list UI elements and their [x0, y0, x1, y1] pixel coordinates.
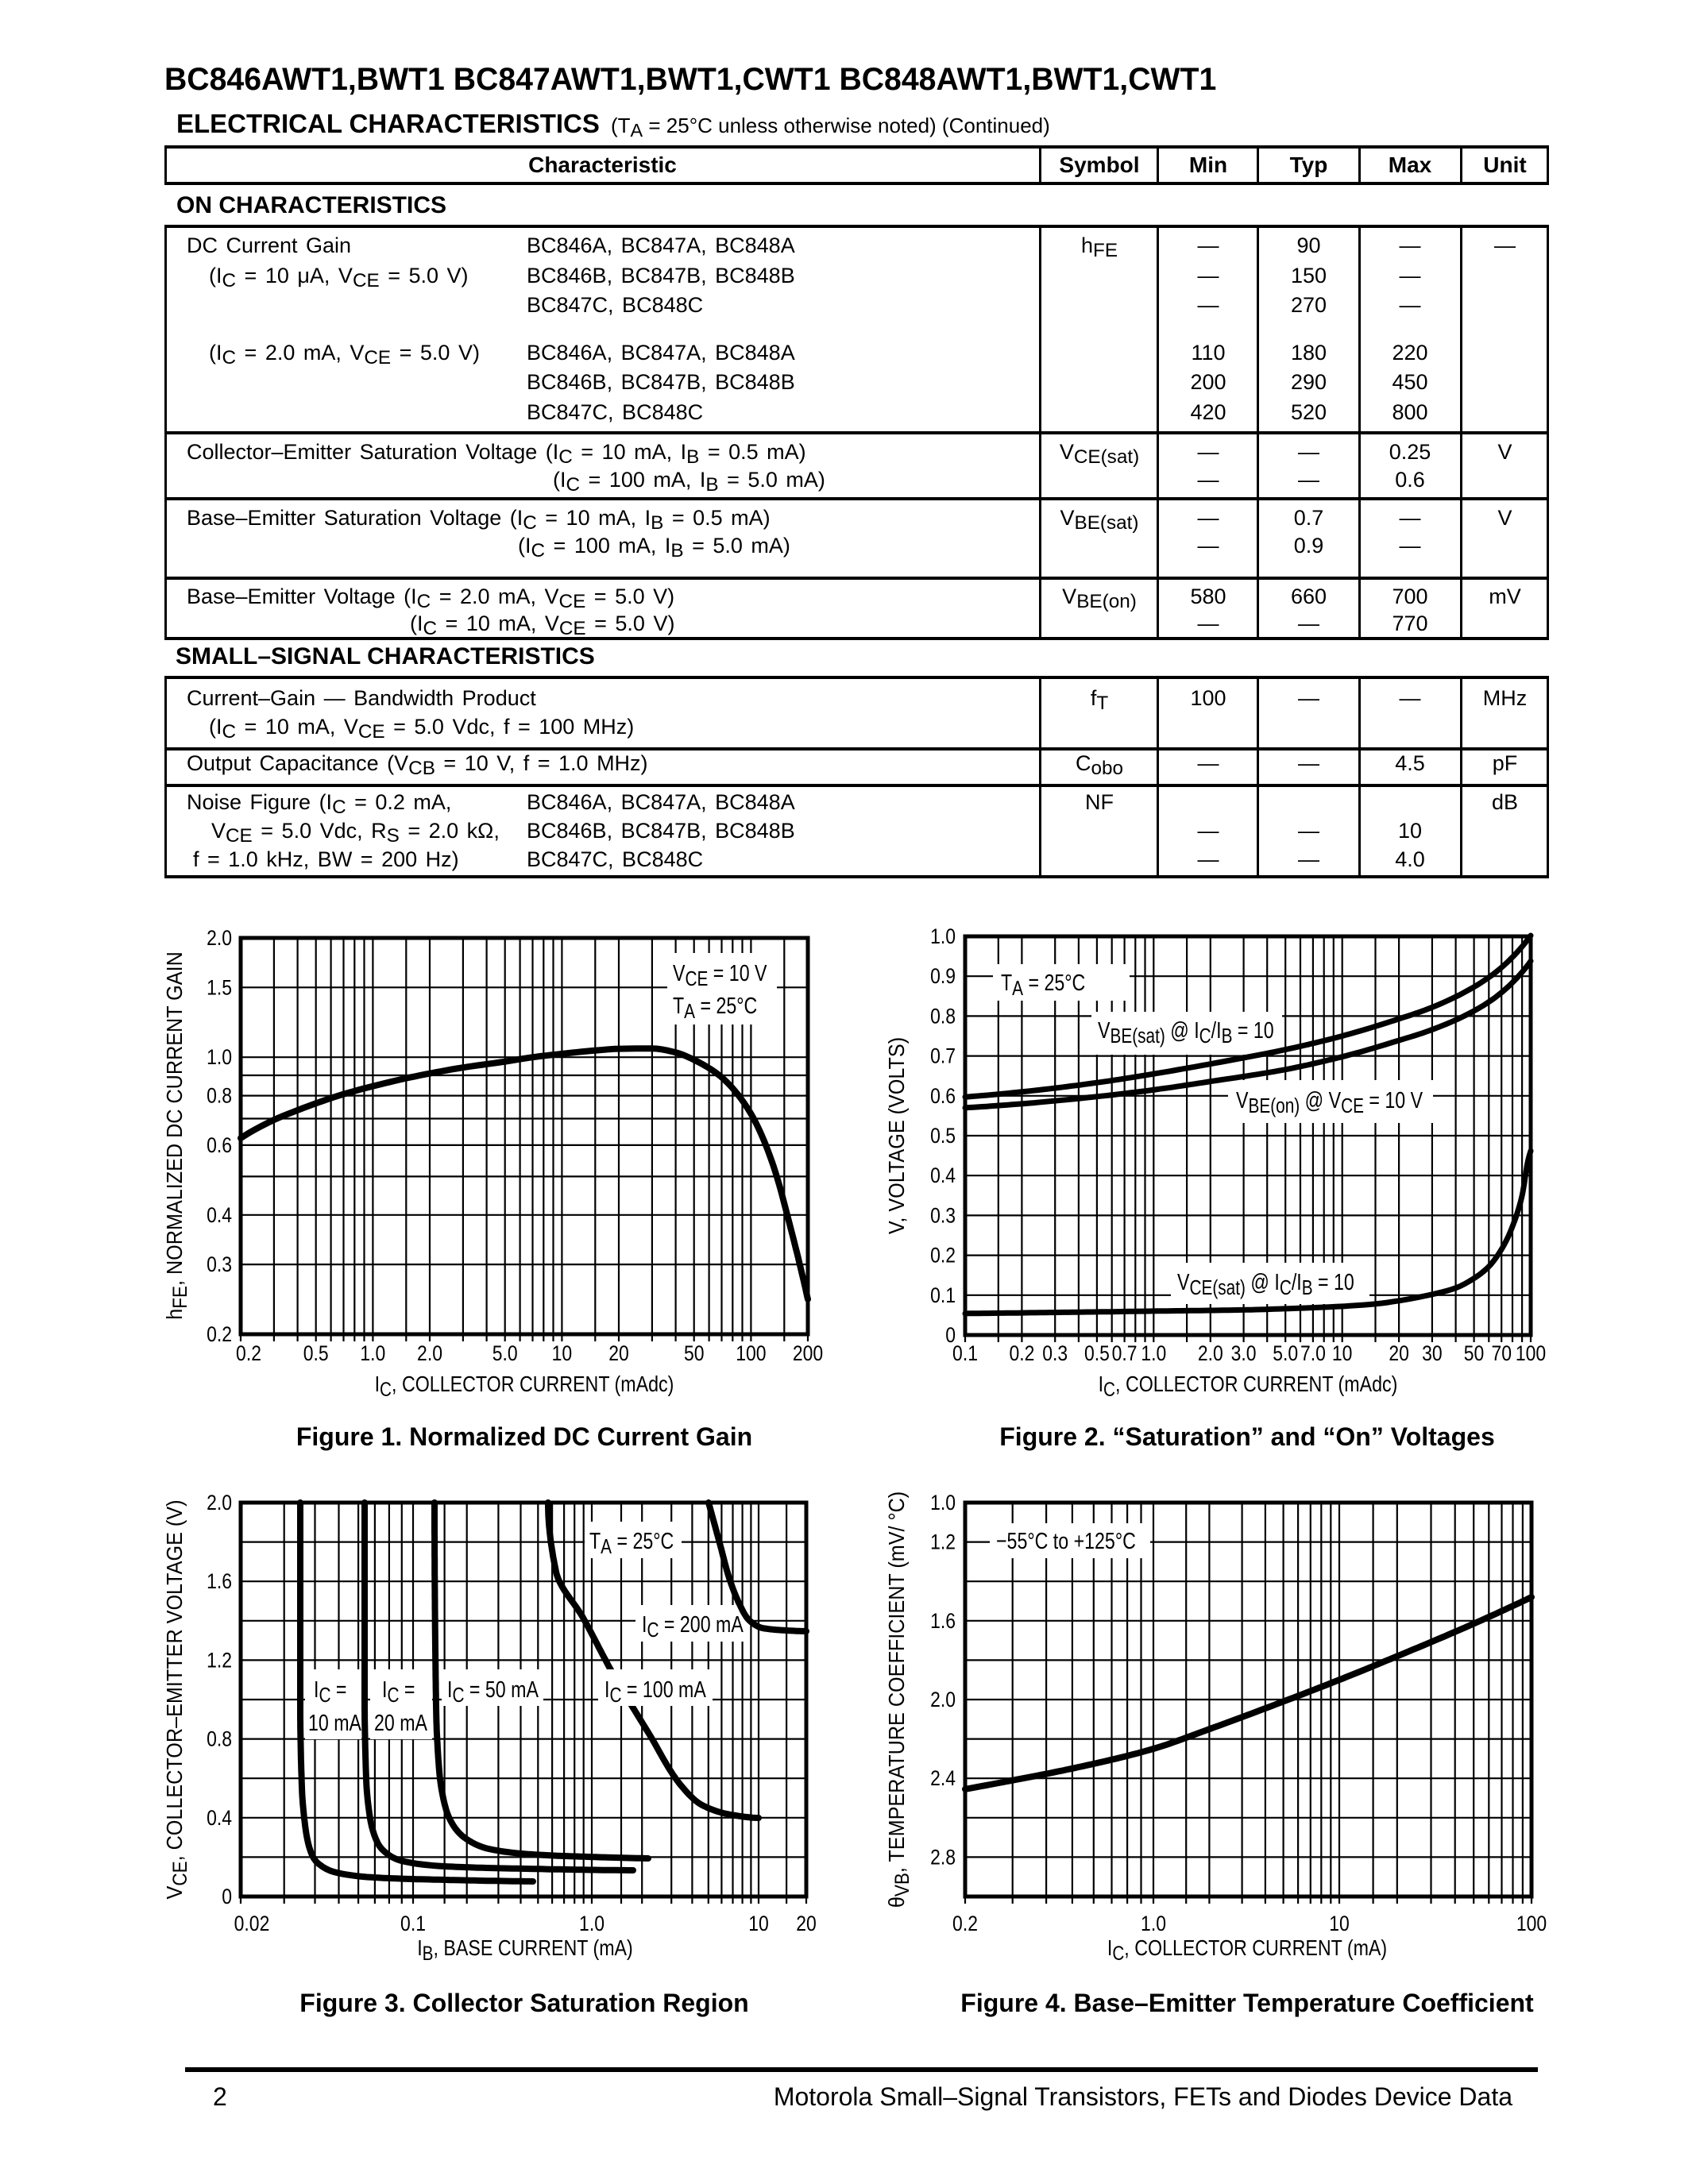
svg-text:0.2: 0.2 — [207, 1322, 232, 1346]
svg-text:20 mA: 20 mA — [374, 1709, 427, 1735]
svg-text:0.5: 0.5 — [930, 1124, 956, 1148]
svg-text:0.3: 0.3 — [1042, 1341, 1068, 1365]
svg-text:IC​, COLLECTOR CURRENT (mA): IC​, COLLECTOR CURRENT (mA) — [1107, 1936, 1387, 1964]
svg-text:50: 50 — [1464, 1341, 1485, 1365]
svg-text:3.0: 3.0 — [1231, 1341, 1257, 1365]
svg-text:1.2: 1.2 — [930, 1530, 956, 1554]
svg-text:0: 0 — [222, 1885, 232, 1908]
svg-text:50: 50 — [684, 1341, 705, 1365]
svg-text:10: 10 — [1329, 1912, 1350, 1935]
svg-text:0.5: 0.5 — [303, 1341, 329, 1365]
svg-text:2.8: 2.8 — [930, 1846, 956, 1870]
svg-text:1.5: 1.5 — [207, 976, 232, 1000]
svg-text:1.0: 1.0 — [930, 1491, 956, 1515]
svg-text:IC​, COLLECTOR CURRENT (mAdc): IC​, COLLECTOR CURRENT (mAdc) — [375, 1372, 674, 1400]
svg-text:0.4: 0.4 — [207, 1203, 232, 1227]
svg-text:5.0: 5.0 — [1273, 1341, 1298, 1365]
svg-text:−55°C to +125°C: −55°C to +125°C — [996, 1527, 1136, 1553]
svg-text:IB​, BASE CURRENT (mA): IB​, BASE CURRENT (mA) — [417, 1936, 633, 1964]
svg-text:1.0: 1.0 — [579, 1912, 605, 1935]
svg-text:0.7: 0.7 — [930, 1044, 956, 1068]
svg-text:0.9: 0.9 — [930, 964, 956, 988]
svg-text:100: 100 — [1516, 1912, 1547, 1935]
svg-text:1.6: 1.6 — [207, 1569, 232, 1593]
svg-text:V, VOLTAGE (VOLTS): V, VOLTAGE (VOLTS) — [884, 1037, 910, 1234]
svg-text:0.4: 0.4 — [930, 1163, 956, 1187]
svg-text:7.0: 7.0 — [1300, 1341, 1326, 1365]
svg-text:VCE​, COLLECTOR–EMITTER VOLTAG: VCE​, COLLECTOR–EMITTER VOLTAGE (V) — [162, 1500, 192, 1900]
svg-text:1.6: 1.6 — [930, 1609, 956, 1633]
svg-text:1.0: 1.0 — [930, 924, 956, 948]
svg-text:2.4: 2.4 — [930, 1766, 956, 1790]
svg-text:0.8: 0.8 — [930, 1005, 956, 1028]
svg-text:20: 20 — [608, 1341, 629, 1365]
svg-text:0.7: 0.7 — [1112, 1341, 1138, 1365]
svg-text:0.8: 0.8 — [207, 1727, 232, 1751]
svg-text:0.1: 0.1 — [400, 1912, 426, 1935]
svg-text:1.2: 1.2 — [207, 1649, 232, 1673]
svg-text:0.8: 0.8 — [207, 1084, 232, 1108]
svg-text:0.5: 0.5 — [1084, 1341, 1110, 1365]
svg-text:2.0: 2.0 — [417, 1341, 442, 1365]
svg-text:70: 70 — [1491, 1341, 1512, 1365]
svg-text:IC​ =: IC​ = — [382, 1676, 415, 1706]
svg-text:IC​ =: IC​ = — [314, 1676, 346, 1706]
svg-text:0.2: 0.2 — [952, 1912, 978, 1935]
svg-text:0.1: 0.1 — [952, 1341, 978, 1365]
svg-text:1.0: 1.0 — [1141, 1341, 1166, 1365]
svg-text:0.3: 0.3 — [207, 1252, 232, 1276]
svg-text:θVB​, TEMPERATURE COEFFICIENT: θVB​, TEMPERATURE COEFFICIENT (mV/ °C) — [884, 1491, 914, 1908]
svg-text:2.0: 2.0 — [1198, 1341, 1223, 1365]
svg-text:0.4: 0.4 — [207, 1806, 232, 1830]
svg-text:IC​ = 100 mA: IC​ = 100 mA — [605, 1676, 706, 1706]
svg-text:100: 100 — [736, 1341, 766, 1365]
svg-text:1.0: 1.0 — [207, 1046, 232, 1070]
svg-text:0: 0 — [945, 1323, 956, 1347]
svg-text:IC​ = 200 mA: IC​ = 200 mA — [642, 1611, 744, 1641]
svg-text:20: 20 — [1389, 1341, 1409, 1365]
svg-text:10 mA: 10 mA — [308, 1709, 361, 1735]
svg-text:VBE(sat)​ @ IC​/IB​ = 10: VBE(sat)​ @ IC​/IB​ = 10 — [1098, 1017, 1274, 1047]
svg-text:0.2: 0.2 — [1009, 1341, 1034, 1365]
svg-text:TA​ = 25°C: TA​ = 25°C — [673, 992, 757, 1022]
svg-text:200: 200 — [793, 1341, 823, 1365]
svg-text:2.0: 2.0 — [930, 1688, 956, 1711]
svg-text:10: 10 — [552, 1341, 573, 1365]
svg-text:20: 20 — [796, 1912, 817, 1935]
svg-text:0.1: 0.1 — [930, 1283, 956, 1307]
svg-text:2.0: 2.0 — [207, 1491, 232, 1515]
svg-text:30: 30 — [1422, 1341, 1443, 1365]
svg-text:VCE(sat)​ @ IC​/IB​ = 10: VCE(sat)​ @ IC​/IB​ = 10 — [1177, 1268, 1354, 1298]
svg-text:10: 10 — [748, 1912, 769, 1935]
svg-text:VBE(on)​ @ VCE​ = 10 V: VBE(on)​ @ VCE​ = 10 V — [1236, 1086, 1423, 1117]
svg-text:0.2: 0.2 — [930, 1244, 956, 1268]
svg-text:VCE​ = 10 V: VCE​ = 10 V — [673, 959, 767, 990]
svg-text:TA​ = 25°C: TA​ = 25°C — [589, 1527, 674, 1557]
svg-text:0.02: 0.02 — [234, 1912, 270, 1935]
svg-text:hFE​, NORMALIZED DC CURRENT GA: hFE​, NORMALIZED DC CURRENT GAIN — [162, 951, 192, 1320]
svg-text:5.0: 5.0 — [492, 1341, 518, 1365]
svg-text:1.0: 1.0 — [1141, 1912, 1166, 1935]
svg-text:2.0: 2.0 — [207, 926, 232, 950]
svg-text:IC​, COLLECTOR CURRENT (mAdc): IC​, COLLECTOR CURRENT (mAdc) — [1099, 1372, 1398, 1400]
svg-text:0.6: 0.6 — [930, 1084, 956, 1108]
svg-text:100: 100 — [1516, 1341, 1546, 1365]
svg-text:0.3: 0.3 — [930, 1204, 956, 1228]
svg-text:1.0: 1.0 — [360, 1341, 385, 1365]
svg-text:0.6: 0.6 — [207, 1133, 232, 1157]
svg-text:IC​ = 50 mA: IC​ = 50 mA — [447, 1676, 539, 1706]
svg-text:0.2: 0.2 — [236, 1341, 261, 1365]
svg-text:10: 10 — [1332, 1341, 1353, 1365]
svg-text:TA​ = 25°C: TA​ = 25°C — [1001, 969, 1085, 999]
